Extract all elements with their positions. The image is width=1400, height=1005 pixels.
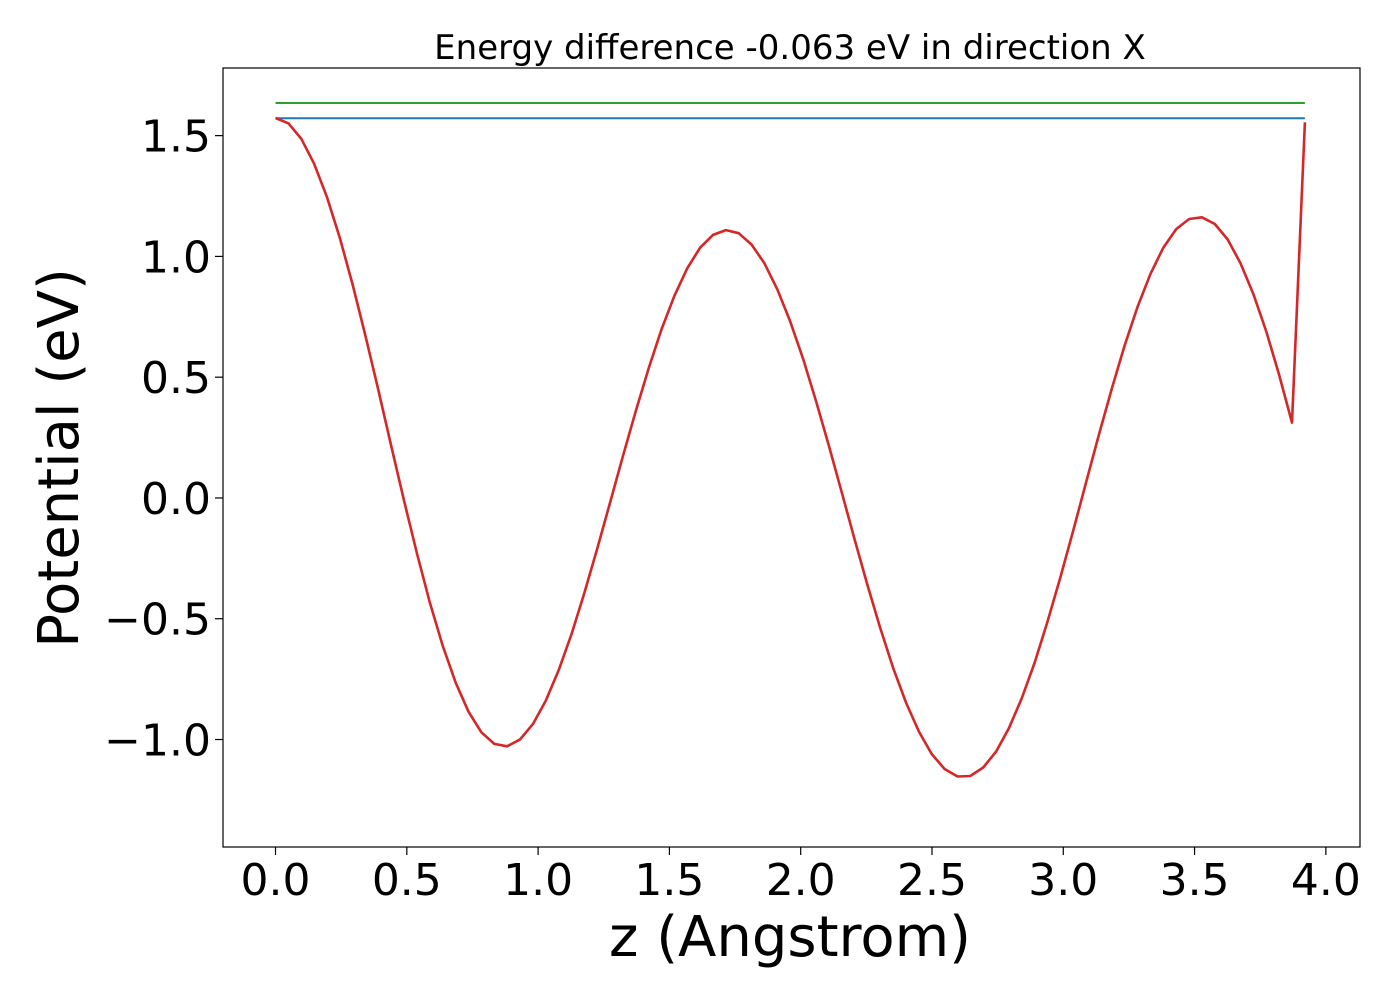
x-tick-label: 2.5 [897,855,967,906]
y-tick-label: 0.5 [141,353,211,404]
y-tick-label: 1.0 [141,232,211,283]
x-tick-label: 0.0 [241,855,311,906]
series-layer [275,102,1307,778]
series-line-3 [275,116,1307,778]
x-tick-label: 1.5 [634,855,704,906]
x-axis-ticks: 0.0 0.5 1.0 1.5 2.0 2.5 3.0 3.5 4.0 [241,847,1361,906]
plot-area [222,67,1361,848]
y-axis-ticks: −1.0 −0.5 0.0 0.5 1.0 1.5 [104,112,223,767]
x-tick-label: 4.0 [1291,855,1361,906]
x-tick-label: 2.0 [766,855,836,906]
y-axis-label: Potential (eV) [27,268,92,648]
y-tick-label: −0.5 [104,595,211,646]
y-tick-label: 1.5 [141,112,211,163]
x-tick-label: 1.0 [503,855,573,906]
x-tick-label: 0.5 [372,855,442,906]
x-axis-label: z (Angstrom) [609,905,971,970]
x-tick-label: 3.5 [1160,855,1230,906]
y-tick-label: 0.0 [141,474,211,525]
chart-title: Energy difference -0.063 eV in direction… [434,28,1146,68]
y-tick-label: −1.0 [104,716,211,767]
x-tick-label: 3.0 [1028,855,1098,906]
